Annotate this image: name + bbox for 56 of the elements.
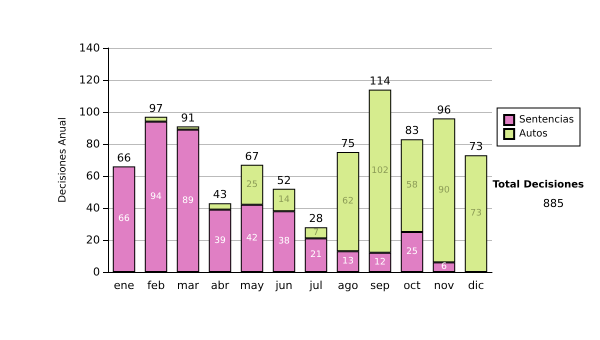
total-label: 91 <box>181 111 195 124</box>
data-label: 25 <box>406 247 418 257</box>
y-tick-label: 60 <box>86 170 100 182</box>
x-tick-label: oct <box>403 279 422 292</box>
legend-label: Autos <box>519 128 548 140</box>
x-tick-label: jun <box>274 279 293 292</box>
x-tick-label: nov <box>434 279 455 292</box>
data-label: 6 <box>441 262 448 272</box>
data-label: 12 <box>374 257 386 268</box>
data-label: 94 <box>150 192 162 202</box>
total-label: 52 <box>277 174 291 187</box>
y-tick-label: 140 <box>79 42 100 54</box>
data-label: 58 <box>406 180 418 191</box>
data-label: 13 <box>342 256 354 267</box>
y-tick-label: 20 <box>86 234 100 246</box>
total-label: 43 <box>213 188 227 202</box>
data-label: 38 <box>278 236 290 247</box>
x-tick-label: may <box>240 279 264 292</box>
data-label: 89 <box>182 196 194 206</box>
x-tick-label: ene <box>114 279 134 292</box>
y-tick-label: 0 <box>93 266 100 278</box>
legend-label: Sentencias <box>519 114 574 126</box>
total-label: 73 <box>469 140 483 154</box>
data-label: 42 <box>246 233 258 244</box>
y-tick-label: 120 <box>79 74 100 86</box>
total-label: 97 <box>149 102 163 115</box>
y-tick-label: 40 <box>86 202 100 214</box>
x-tick-label: sep <box>370 279 390 292</box>
x-tick-label: jul <box>308 279 323 292</box>
y-tick-label: 80 <box>86 138 100 150</box>
x-tick-label: mar <box>177 279 200 292</box>
data-label: 90 <box>438 185 450 196</box>
total-label: 66 <box>117 151 131 164</box>
data-label: 7 <box>313 228 319 238</box>
total-label: 67 <box>245 150 259 163</box>
y-tick-label: 100 <box>79 106 100 118</box>
data-label: 66 <box>118 214 130 224</box>
y-axis-title: Decisiones Anual <box>58 117 69 203</box>
total-label: 28 <box>309 212 323 226</box>
text: Total Decisiones <box>492 180 584 190</box>
data-label: 14 <box>278 195 290 205</box>
x-tick-label: dic <box>468 279 484 292</box>
data-label: 25 <box>246 180 258 190</box>
data-label: 102 <box>371 166 389 176</box>
x-tick-label: feb <box>147 279 165 292</box>
data-label: 73 <box>470 208 482 219</box>
total-label: 114 <box>370 74 390 88</box>
total-label: 75 <box>341 137 355 150</box>
data-label: 21 <box>310 250 322 260</box>
data-label: 39 <box>214 236 226 246</box>
total-label: 83 <box>405 124 419 138</box>
data-label: 62 <box>342 196 354 207</box>
text: 885 <box>543 197 564 210</box>
total-label: 96 <box>437 103 451 116</box>
x-tick-label: ago <box>338 279 358 292</box>
x-tick-label: abr <box>210 279 230 292</box>
